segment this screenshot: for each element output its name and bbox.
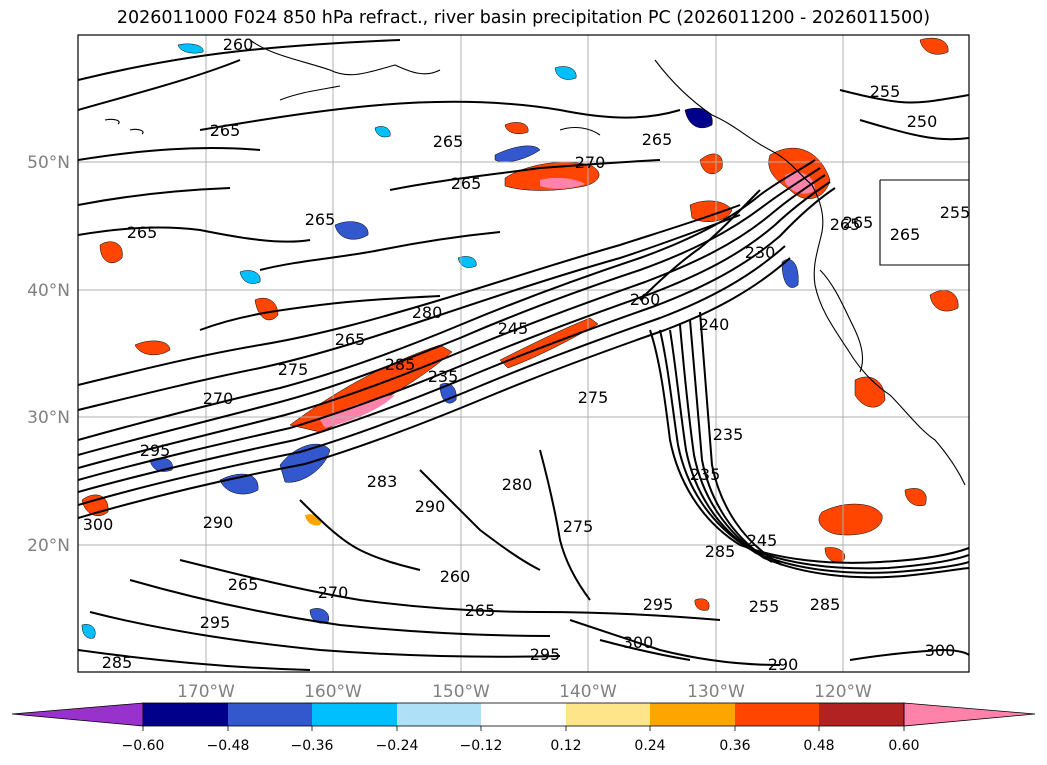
contour-label: 300: [925, 641, 956, 660]
lat-label-30n: 30°N: [27, 408, 70, 428]
graticule: [78, 35, 969, 672]
contour-label: 285: [385, 355, 416, 374]
colorbar-segment: [397, 703, 481, 726]
contour-label: 245: [747, 531, 778, 550]
colorbar-segment: [566, 703, 650, 726]
colorbar-tick-label: −0.60: [122, 738, 165, 754]
colorbar-extend-max: [903, 702, 1036, 727]
contour-label: 260: [223, 35, 254, 54]
contour-label: 295: [200, 613, 231, 632]
colorbar-segment: [143, 703, 228, 726]
map-plot-area: 260 265 265 265 265 270 265 265 265 255 …: [78, 35, 971, 674]
contour-label: 265: [127, 223, 158, 242]
contour-label: 290: [415, 497, 446, 516]
lon-label-130w: 130°W: [687, 682, 745, 702]
contour-label: 270: [203, 389, 234, 408]
colorbar-segment: [481, 703, 566, 726]
contour-label: 265: [451, 174, 482, 193]
coastlines: [104, 39, 969, 486]
colorbar-extend-min: [11, 702, 144, 727]
contour-label: 300: [623, 633, 654, 652]
colorbar-segment: [650, 703, 735, 726]
colorbar-segment: [819, 703, 904, 726]
contour-label: 270: [318, 583, 349, 602]
contour-label: 295: [530, 645, 561, 664]
colorbar-tick-label: 0.60: [888, 738, 919, 754]
refractivity-contours: [78, 39, 969, 671]
longitude-labels: 170°W 160°W 150°W 140°W 130°W 120°W: [177, 682, 872, 702]
latitude-labels: 50°N 40°N 30°N 20°N: [27, 153, 70, 556]
colorbar-segment: [228, 703, 312, 726]
colorbar-segment: [312, 703, 397, 726]
contour-label: 265: [890, 225, 921, 244]
contour-label: 260: [630, 290, 661, 309]
lon-label-160w: 160°W: [304, 682, 362, 702]
colorbar-segment: [735, 703, 819, 726]
contour-label: 285: [810, 595, 841, 614]
contour-label: 275: [563, 517, 594, 536]
contour-label: 265: [465, 601, 496, 620]
contour-label: 285: [705, 542, 736, 561]
colorbar-tick-label: 0.12: [550, 738, 581, 754]
colorbar-tick-label: −0.48: [207, 738, 250, 754]
contour-label: 255: [940, 203, 971, 222]
contour-labels: 260 265 265 265 265 270 265 265 265 255 …: [83, 35, 971, 674]
contour-label: 280: [412, 303, 443, 322]
colorbar: −0.60 −0.48 −0.36 −0.24 −0.12 0.12 0.24 …: [11, 702, 1036, 754]
contour-label: 300: [83, 515, 114, 534]
lon-label-140w: 140°W: [559, 682, 617, 702]
contour-label: 290: [768, 655, 799, 674]
colorbar-tick-label: −0.36: [291, 738, 334, 754]
contour-label: 265: [843, 213, 874, 232]
contour-label: 250: [907, 112, 938, 131]
contour-label: 245: [498, 319, 529, 338]
colorbar-tick-label: 0.36: [719, 738, 750, 754]
contour-label: 283: [367, 472, 398, 491]
lat-label-40n: 40°N: [27, 281, 70, 301]
contour-label: 265: [305, 210, 336, 229]
contour-label: 280: [502, 475, 533, 494]
contour-label: 265: [642, 130, 673, 149]
contour-label: 265: [210, 121, 241, 140]
contour-label: 240: [699, 315, 730, 334]
contour-label: 255: [870, 82, 901, 101]
contour-label: 235: [428, 367, 459, 386]
contour-label: 285: [102, 653, 133, 672]
contour-label: 265: [830, 215, 861, 234]
colorbar-tick-label: 0.48: [803, 738, 834, 754]
contour-label: 290: [203, 513, 234, 532]
contour-label: 235: [713, 425, 744, 444]
colorbar-tick-label: −0.12: [460, 738, 503, 754]
contour-label: 295: [643, 595, 674, 614]
contour-label: 265: [335, 330, 366, 349]
contour-label: 295: [140, 441, 171, 460]
map-title: 2026011000 F024 850 hPa refract., river …: [116, 8, 931, 28]
contour-label: 255: [749, 597, 780, 616]
contour-label: 270: [575, 153, 606, 172]
contour-label: 230: [745, 243, 776, 262]
contour-label: 260: [440, 567, 471, 586]
contour-label: 275: [278, 360, 309, 379]
contour-label: 265: [433, 132, 464, 151]
contour-label: 265: [228, 575, 259, 594]
colorbar-tick-label: −0.24: [376, 738, 419, 754]
lon-label-150w: 150°W: [432, 682, 490, 702]
contour-label: 235: [690, 465, 721, 484]
lon-label-170w: 170°W: [177, 682, 235, 702]
lon-label-120w: 120°W: [814, 682, 872, 702]
map-frame: [77, 34, 970, 673]
lat-label-20n: 20°N: [27, 536, 70, 556]
lat-label-50n: 50°N: [27, 153, 70, 173]
contour-label: 275: [578, 388, 609, 407]
colorbar-tick-label: 0.24: [634, 738, 665, 754]
